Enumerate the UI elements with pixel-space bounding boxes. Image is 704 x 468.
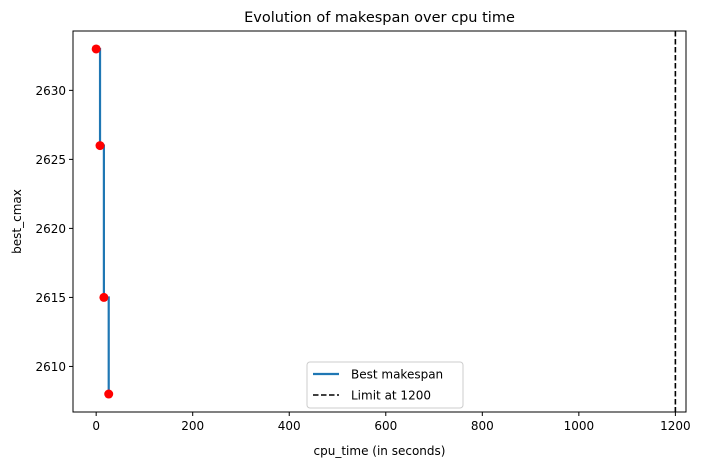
chart-title: Evolution of makespan over cpu time bbox=[244, 10, 515, 26]
data-point-2 bbox=[99, 292, 109, 302]
x-tick-label: 1000 bbox=[564, 419, 595, 433]
x-tick-label: 1200 bbox=[660, 419, 691, 433]
data-point-1 bbox=[95, 141, 105, 151]
plot-area bbox=[91, 31, 677, 412]
x-axis-label: cpu_time (in seconds) bbox=[314, 444, 446, 458]
legend-label-best-makespan: Best makespan bbox=[351, 368, 443, 382]
y-tick-label: 2620 bbox=[35, 222, 66, 236]
x-tick-label: 400 bbox=[278, 419, 301, 433]
x-axis-ticks: 0 200 400 600 800 1000 1200 bbox=[92, 412, 691, 433]
y-tick-label: 2630 bbox=[35, 84, 66, 98]
y-axis-label: best_cmax bbox=[10, 189, 24, 254]
legend-box bbox=[306, 361, 464, 409]
legend: Best makespan Limit at 1200 bbox=[306, 361, 464, 409]
y-tick-label: 2625 bbox=[35, 153, 66, 167]
y-axis-ticks: 2610 2615 2620 2625 2630 bbox=[35, 84, 73, 374]
plot-frame bbox=[72, 30, 687, 413]
y-tick-label: 2615 bbox=[35, 291, 66, 305]
x-tick-label: 200 bbox=[181, 419, 204, 433]
legend-label-limit: Limit at 1200 bbox=[351, 389, 431, 403]
data-point-3 bbox=[104, 389, 114, 399]
y-tick-label: 2610 bbox=[35, 360, 66, 374]
data-point-0 bbox=[91, 44, 101, 54]
series-line-0 bbox=[96, 47, 110, 395]
x-tick-label: 800 bbox=[471, 419, 494, 433]
x-tick-label: 600 bbox=[374, 419, 397, 433]
x-tick-label: 0 bbox=[92, 419, 100, 433]
